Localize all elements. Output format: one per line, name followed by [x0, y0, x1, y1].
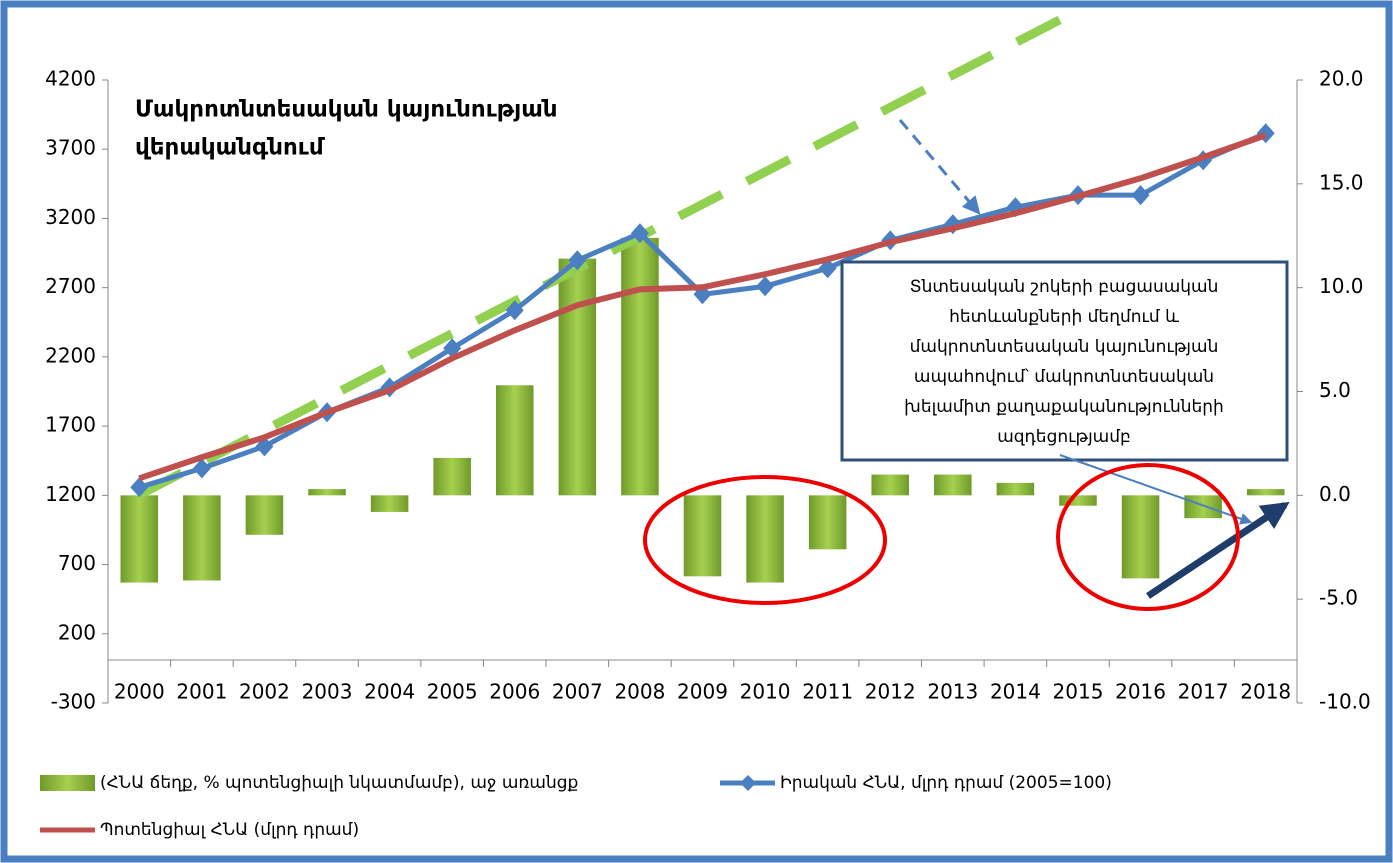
- x-tick-label: 2005: [427, 680, 478, 704]
- marker: [756, 276, 775, 297]
- bar: [370, 495, 409, 512]
- bar: [746, 495, 784, 583]
- y2-tick-label: -5.0: [1319, 586, 1358, 610]
- bar: [120, 495, 159, 583]
- y-tick-label: 3200: [45, 205, 96, 229]
- arrow: [1059, 454, 1253, 525]
- y2-tick-label: 10.0: [1319, 274, 1364, 298]
- y2-tick-label: 5.0: [1319, 378, 1351, 402]
- bar: [808, 495, 847, 550]
- bar: [1184, 495, 1222, 519]
- arrow: [898, 119, 981, 215]
- marker: [1131, 185, 1150, 206]
- arrow: [1146, 501, 1290, 599]
- marker: [630, 223, 649, 244]
- marker: [255, 436, 274, 457]
- x-tick-label: 2009: [677, 680, 728, 704]
- x-tick-label: 2004: [364, 680, 415, 704]
- x-tick-label: 2013: [927, 680, 978, 704]
- y2-tick-label: 15.0: [1319, 170, 1364, 194]
- marker: [130, 477, 149, 498]
- legend-marker: [740, 775, 756, 791]
- bar: [1246, 489, 1285, 496]
- y-tick-label: 4200: [45, 67, 96, 91]
- x-tick-label: 2016: [1115, 680, 1166, 704]
- bar: [934, 474, 972, 496]
- bar: [558, 258, 597, 496]
- y-tick-label: 2700: [45, 274, 96, 298]
- x-tick-label: 2015: [1053, 680, 1104, 704]
- x-tick-label: 2001: [176, 680, 227, 704]
- legend-label: Պոտենցիալ ՀՆԱ (մլրդ դրամ): [100, 820, 359, 840]
- bar: [871, 474, 910, 496]
- legend-swatch: [40, 775, 95, 791]
- x-tick-label: 2011: [802, 680, 853, 704]
- bar: [433, 457, 471, 496]
- bar: [1059, 495, 1097, 506]
- legend-label: (ՀՆԱ ճեղք, % պոտենցիալի նկատմամբ), աջ առ…: [100, 773, 578, 793]
- legend-label: Իրական ՀՆԱ, մլրդ դրամ (2005=100): [780, 773, 1112, 793]
- marker: [192, 458, 211, 479]
- trend-line: [136, 8, 1078, 499]
- bar: [683, 495, 722, 577]
- y-tick-label: 1200: [45, 482, 96, 506]
- annotation: ապահովում՝ մակրոտնտեսական: [914, 367, 1214, 387]
- y-tick-label: 1700: [45, 413, 96, 437]
- x-tick-label: 2000: [114, 680, 165, 704]
- bar: [245, 495, 284, 535]
- line: [138, 132, 1267, 482]
- x-tick-label: 2017: [1178, 680, 1229, 704]
- marker: [568, 250, 587, 271]
- highlight: [643, 475, 887, 605]
- y-tick-label: 200: [58, 620, 96, 644]
- highlight: [1056, 463, 1240, 611]
- x-tick-label: 2008: [614, 680, 665, 704]
- chart-title: վերականգնում: [135, 135, 326, 161]
- marker: [505, 300, 524, 321]
- annotation: հետևանքների մեղմում և: [949, 307, 1179, 327]
- bar: [1121, 495, 1160, 579]
- x-tick-label: 2014: [990, 680, 1041, 704]
- bar: [621, 237, 659, 496]
- chart-title: Մակրոտնտեսական կայունության: [135, 97, 558, 123]
- annotation: ազդեցությամբ: [997, 427, 1131, 447]
- bar: [183, 495, 221, 581]
- x-tick-label: 2006: [489, 680, 540, 704]
- x-tick-label: 2007: [552, 680, 603, 704]
- y-tick-label: 700: [58, 551, 96, 575]
- annotation: մակրոտնտեսական կայունության: [910, 337, 1219, 357]
- bar: [996, 482, 1035, 496]
- x-tick-label: 2010: [740, 680, 791, 704]
- x-tick-label: 2012: [865, 680, 916, 704]
- annotation-box: [840, 260, 1289, 462]
- y2-tick-label: 0.0: [1319, 482, 1351, 506]
- y-tick-label: 2200: [45, 343, 96, 367]
- bar: [308, 489, 346, 496]
- x-tick-label: 2018: [1240, 680, 1291, 704]
- x-tick-label: 2002: [239, 680, 290, 704]
- annotation: Տնտեսական շոկերի բացասական: [910, 277, 1219, 297]
- y2-tick-label: 20.0: [1319, 67, 1364, 91]
- bar: [495, 385, 534, 496]
- y2-tick-label: -10.0: [1319, 690, 1371, 714]
- annotation: խելամիտ քաղաքականությունների: [904, 397, 1224, 417]
- x-tick-label: 2003: [302, 680, 353, 704]
- y-tick-label: 3700: [45, 136, 96, 160]
- y-tick-label: -300: [51, 690, 96, 714]
